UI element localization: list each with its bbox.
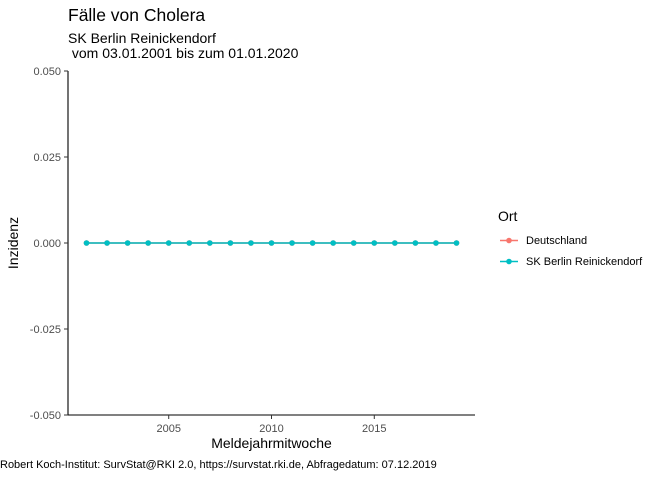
data-point-1-15 <box>392 240 398 246</box>
chart-subtitle: SK Berlin Reinickendorf vom 03.01.2001 b… <box>68 30 299 61</box>
y-tick-label: -0.025 <box>30 324 61 336</box>
data-point-1-7 <box>227 240 234 246</box>
x-tick-label: 2015 <box>362 423 386 435</box>
y-axis-label: Inzidenz <box>5 217 21 269</box>
data-point-1-10 <box>289 240 295 246</box>
data-point-1-5 <box>186 240 193 246</box>
legend-item: SK Berlin Reinickendorf <box>498 253 642 270</box>
data-point-1-13 <box>350 240 357 246</box>
legend: Ort Deutschland SK Berlin Reinickendorf <box>498 208 642 274</box>
data-point-1-2 <box>124 240 131 246</box>
y-tick-label: 0.050 <box>33 66 61 78</box>
y-tick-label: -0.050 <box>30 410 61 422</box>
data-point-1-0 <box>83 240 90 246</box>
legend-label: Deutschland <box>526 234 588 247</box>
legend-label: SK Berlin Reinickendorf <box>526 255 643 268</box>
legend-title: Ort <box>498 208 518 224</box>
y-tick-label: 0.000 <box>33 238 61 250</box>
x-axis-label: Meldejahrmitwoche <box>211 435 332 451</box>
legend-key <box>500 237 518 244</box>
data-point-1-4 <box>165 240 172 246</box>
data-point-1-3 <box>145 240 151 246</box>
x-tick-label: 2005 <box>156 423 180 435</box>
chart-caption: Robert Koch-Institut: SurvStat@RKI 2.0, … <box>0 459 437 471</box>
data-point-1-14 <box>371 240 378 246</box>
data-point-1-9 <box>268 240 275 246</box>
y-tick-label: 0.025 <box>33 152 61 164</box>
data-point-1-12 <box>330 240 336 246</box>
data-point-1-17 <box>433 240 439 246</box>
data-point-1-6 <box>207 240 213 246</box>
legend-item: Deutschland <box>498 232 642 249</box>
data-point-1-11 <box>309 240 316 246</box>
legend-key <box>500 258 518 265</box>
x-tick-label: 2010 <box>259 423 283 435</box>
data-point-1-1 <box>104 240 110 246</box>
data-point-1-18 <box>453 240 460 246</box>
data-point-1-8 <box>248 240 254 246</box>
data-point-1-16 <box>412 240 419 246</box>
chart-title: Fälle von Cholera <box>68 5 206 25</box>
